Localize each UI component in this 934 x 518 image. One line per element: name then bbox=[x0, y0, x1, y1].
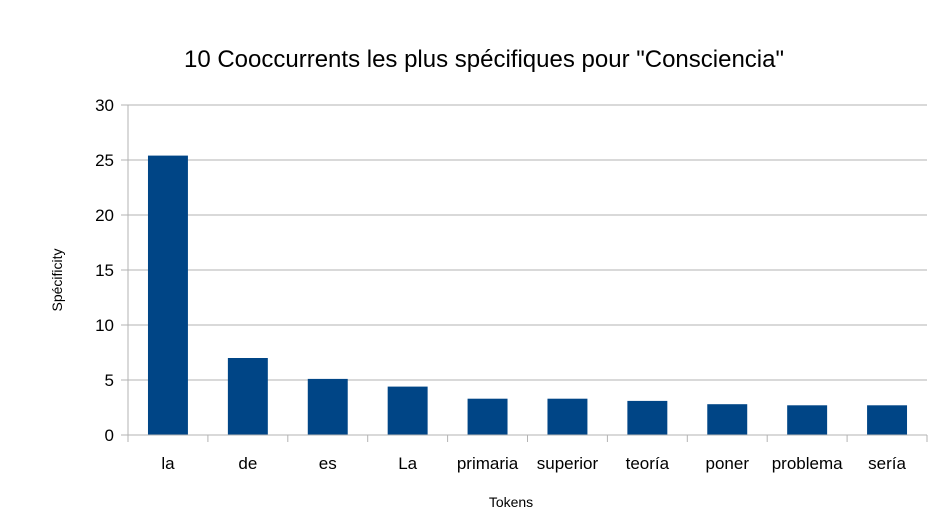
x-tick-label: problema bbox=[772, 454, 843, 473]
y-tick-label: 20 bbox=[95, 206, 114, 225]
y-tick-label: 25 bbox=[95, 151, 114, 170]
x-tick-label: es bbox=[319, 454, 337, 473]
chart-title: 10 Cooccurrents les plus spécifiques pou… bbox=[184, 46, 784, 73]
x-tick-label: de bbox=[238, 454, 257, 473]
y-tick-label: 5 bbox=[105, 371, 114, 390]
y-tick-label: 30 bbox=[95, 96, 114, 115]
bar-5 bbox=[547, 398, 588, 435]
bar-8 bbox=[787, 405, 828, 435]
bar-4 bbox=[467, 398, 508, 435]
y-tick-labels: 0 5 10 15 20 25 30 bbox=[95, 96, 114, 445]
x-tick-label: teoría bbox=[626, 454, 670, 473]
bar-9 bbox=[867, 405, 908, 435]
bar-3 bbox=[387, 386, 428, 435]
x-tick-labels: la de es La primaria superior teoría poner probl… bbox=[161, 454, 906, 473]
x-axis-label: Tokens bbox=[489, 494, 533, 510]
x-tick-label: poner bbox=[706, 454, 750, 473]
x-tick-label: la bbox=[161, 454, 175, 473]
x-tick-label: primaria bbox=[457, 454, 519, 473]
x-tick-label: superior bbox=[537, 454, 599, 473]
bars bbox=[147, 155, 908, 435]
bar-7 bbox=[707, 404, 748, 435]
bar-6 bbox=[627, 400, 668, 435]
x-tick-label: La bbox=[398, 454, 417, 473]
axes bbox=[121, 104, 928, 442]
bar-1 bbox=[227, 358, 268, 435]
x-tick-label: sería bbox=[868, 454, 906, 473]
bar-0 bbox=[147, 155, 188, 435]
y-tick-label: 15 bbox=[95, 261, 114, 280]
y-tick-label: 10 bbox=[95, 316, 114, 335]
bar-2 bbox=[307, 378, 348, 435]
y-axis-label: Spécificity bbox=[49, 248, 65, 311]
y-tick-label: 0 bbox=[105, 426, 114, 445]
